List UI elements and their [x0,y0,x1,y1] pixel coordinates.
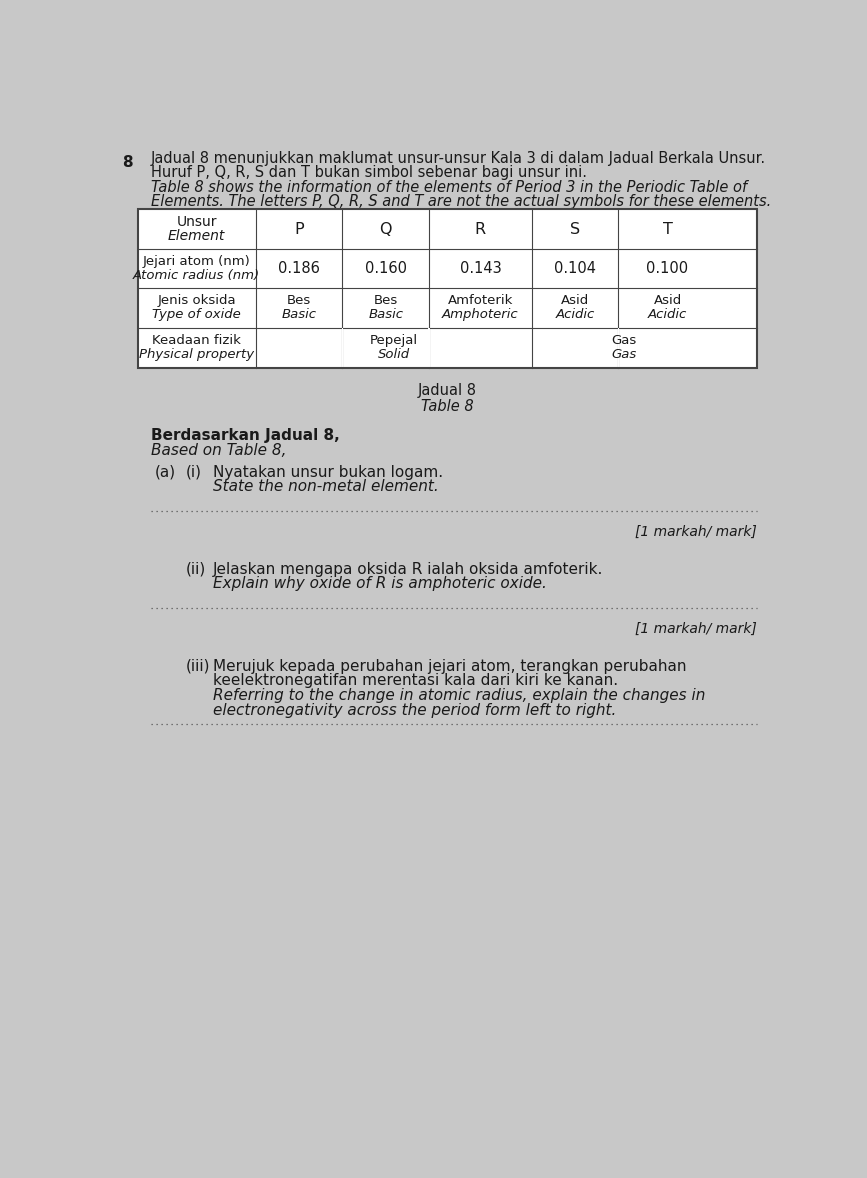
Text: 8: 8 [122,155,133,170]
Text: Referring to the change in atomic radius, explain the changes in: Referring to the change in atomic radius… [213,688,706,703]
Text: 0.104: 0.104 [554,260,596,276]
Bar [428,329,430,368]
Text: Jejari atom (nm): Jejari atom (nm) [143,254,251,267]
Text: [1 markah/ mark]: [1 markah/ mark] [636,622,757,636]
Text: Physical property: Physical property [140,349,254,362]
Text: Keadaan fizik: Keadaan fizik [153,335,241,348]
Text: (iii): (iii) [186,659,211,674]
Bar [617,329,619,368]
Text: Huruf P, Q, R, S dan T bukan simbol sebenar bagi unsur ini.: Huruf P, Q, R, S dan T bukan simbol sebe… [151,165,587,180]
Text: Element: Element [168,229,225,243]
Text: [1 markah/ mark]: [1 markah/ mark] [636,525,757,538]
Bar [138,210,757,368]
Text: Solid: Solid [377,349,409,362]
Text: (a): (a) [155,465,176,479]
Text: Acidic: Acidic [555,309,595,322]
Text: Q: Q [380,221,392,237]
Text: R: R [475,221,486,237]
Text: Atomic radius (nm): Atomic radius (nm) [134,269,260,282]
Text: Bes: Bes [287,294,311,307]
Text: S: S [570,221,580,237]
Text: Basic: Basic [368,309,403,322]
Text: (ii): (ii) [186,562,206,577]
Text: Type of oxide: Type of oxide [153,309,241,322]
Text: 0.186: 0.186 [278,260,320,276]
Text: Jenis oksida: Jenis oksida [158,294,236,307]
Text: Asid: Asid [561,294,589,307]
Text: 0.143: 0.143 [460,260,501,276]
Text: Amphoteric: Amphoteric [442,309,518,322]
Text: Asid: Asid [654,294,681,307]
Text: Table 8 shows the information of the elements of Period 3 in the Periodic Table : Table 8 shows the information of the ele… [151,180,747,194]
Text: Bes: Bes [374,294,398,307]
Text: Amfoterik: Amfoterik [447,294,513,307]
Bar [138,210,757,368]
Text: Based on Table 8,: Based on Table 8, [151,443,286,458]
Text: keelektronegatifan merentasi kala dari kiri ke kanan.: keelektronegatifan merentasi kala dari k… [213,674,618,688]
Text: Basic: Basic [282,309,316,322]
Text: Jadual 8 menunjukkan maklumat unsur-unsur Kala 3 di dalam Jadual Berkala Unsur.: Jadual 8 menunjukkan maklumat unsur-unsu… [151,151,766,166]
Text: Gas: Gas [611,349,636,362]
Text: P: P [294,221,303,237]
Text: Pepejal: Pepejal [369,335,418,348]
Text: Unsur: Unsur [177,216,217,230]
Text: 0.100: 0.100 [647,260,688,276]
Text: Merujuk kepada perubahan jejari atom, terangkan perubahan: Merujuk kepada perubahan jejari atom, te… [213,659,687,674]
Text: Elements. The letters P, Q, R, S and T are not the actual symbols for these elem: Elements. The letters P, Q, R, S and T a… [151,194,772,210]
Text: Berdasarkan Jadual 8,: Berdasarkan Jadual 8, [151,428,340,443]
Text: Jelaskan mengapa oksida R ialah oksida amfoterik.: Jelaskan mengapa oksida R ialah oksida a… [213,562,603,577]
Text: Gas: Gas [611,335,636,348]
Text: T: T [662,221,673,237]
Text: Jadual 8: Jadual 8 [418,383,477,398]
Text: electronegativity across the period form left to right.: electronegativity across the period form… [213,703,616,717]
Bar [342,329,343,368]
Text: 0.160: 0.160 [365,260,407,276]
Text: Table 8: Table 8 [421,398,473,413]
Text: State the non-metal element.: State the non-metal element. [213,479,439,495]
Text: Explain why oxide of R is amphoteric oxide.: Explain why oxide of R is amphoteric oxi… [213,576,547,591]
Text: (i): (i) [186,465,202,479]
Text: Acidic: Acidic [648,309,688,322]
Text: Nyatakan unsur bukan logam.: Nyatakan unsur bukan logam. [213,465,443,479]
